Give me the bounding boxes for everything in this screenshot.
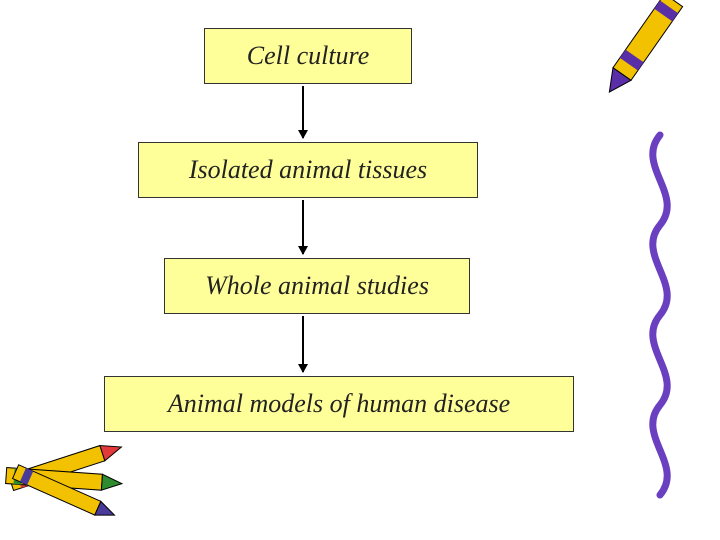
flow-arrow [302,316,304,372]
flow-node-cell-culture: Cell culture [204,28,412,84]
flow-node-isolated-tissues: Isolated animal tissues [138,142,478,198]
squiggle-icon [630,130,690,510]
flow-arrow [302,86,304,138]
flow-arrow [302,200,304,254]
flow-node-label: Animal models of human disease [168,389,510,419]
crayon-group-icon [0,410,160,520]
flow-node-label: Cell culture [247,41,370,71]
flow-node-label: Isolated animal tissues [189,155,427,185]
flow-node-whole-animal: Whole animal studies [164,258,470,314]
flow-node-animal-models: Animal models of human disease [104,376,574,432]
flow-node-label: Whole animal studies [205,271,429,301]
crayon-icon [580,0,700,130]
